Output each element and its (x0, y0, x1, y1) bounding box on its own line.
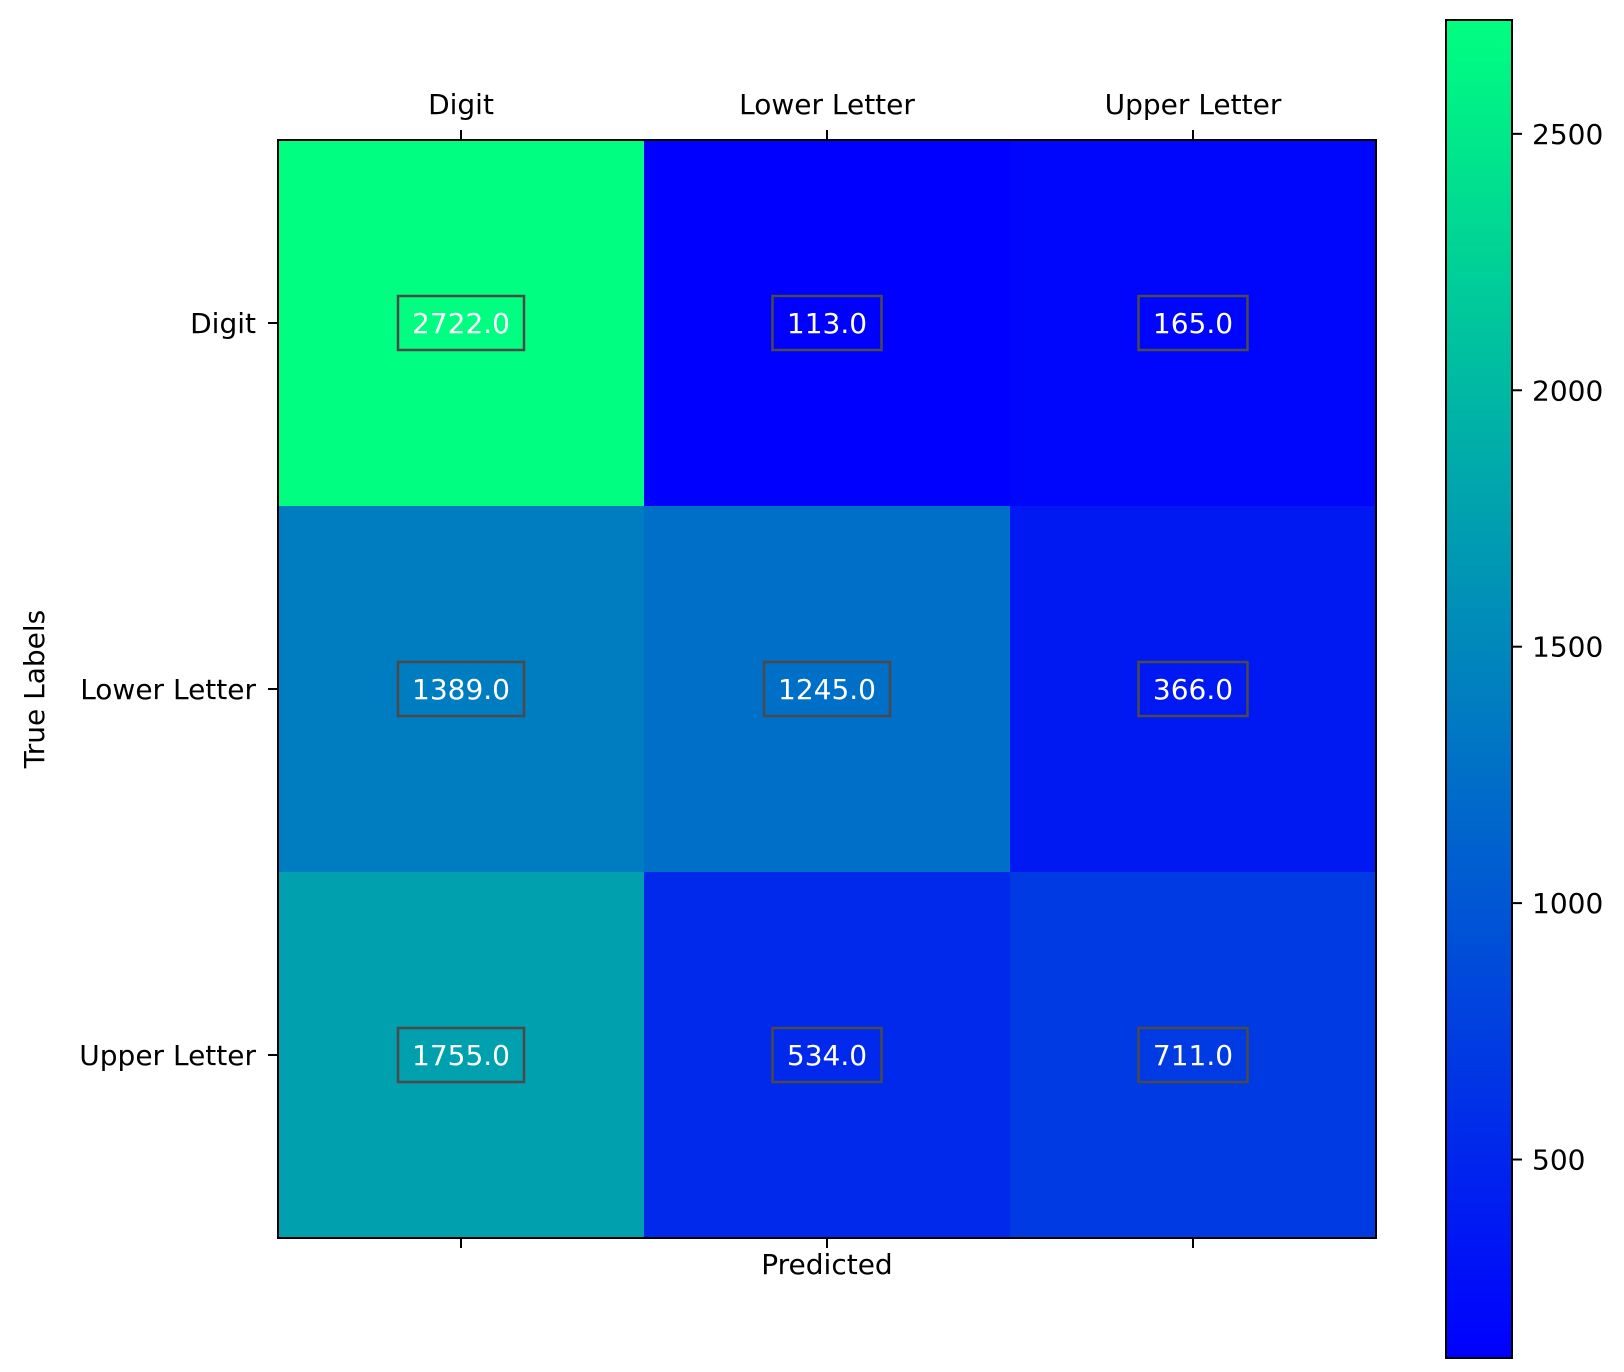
y-tick-label-1: Lower Letter (80, 673, 256, 706)
heatmap-cell-r2-c0 (278, 872, 644, 1238)
cell-label-box-r2-c2 (1137, 1026, 1249, 1084)
cell-label-box-r1-c0 (396, 660, 526, 718)
heatmap-cell-r1-c1 (644, 506, 1010, 872)
cell-label-box-r0-c0 (396, 294, 526, 352)
cell-value-r2-c0: 1755.0 (412, 1039, 510, 1072)
colorbar-tick-label-0: 500 (1532, 1144, 1585, 1177)
cell-value-r1-c0: 1389.0 (412, 673, 510, 706)
cell-value-r2-c1: 534.0 (787, 1039, 867, 1072)
y-tick-label-0: Digit (190, 307, 256, 340)
cell-value-r0-c2: 165.0 (1153, 307, 1233, 340)
heatmap-cell-r0-c1 (644, 140, 1010, 506)
heatmap-cell-r1-c0 (278, 506, 644, 872)
colorbar (1445, 19, 1513, 1359)
cell-label-box-r1-c1 (762, 660, 892, 718)
heatmap-cell-r0-c0 (278, 140, 644, 506)
heatmap-cell-r2-c1 (644, 872, 1010, 1238)
x-tick-label-0: Digit (428, 88, 494, 121)
cell-value-r0-c1: 113.0 (787, 307, 867, 340)
cell-value-labels: 2722.0 113.0 165.0 1389.0 1245.0 366.0 1755.0 5… (396, 294, 1249, 1084)
heatmap-cell-r0-c2 (1010, 140, 1376, 506)
heatmap-cell-r1-c2 (1010, 506, 1376, 872)
cell-value-r1-c1: 1245.0 (778, 673, 876, 706)
y-tick-label-2: Upper Letter (79, 1039, 256, 1072)
cell-label-box-r0-c1 (771, 294, 883, 352)
colorbar-tick-label-1: 1000 (1532, 887, 1603, 920)
heatmap-cell-r2-c2 (1010, 872, 1376, 1238)
heatmap-cells (278, 140, 1376, 1238)
x-axis-bottom-ticks (460, 1238, 1194, 1248)
colorbar-tick-label-3: 2000 (1532, 374, 1603, 407)
y-axis-label: True Labels (18, 610, 51, 770)
x-tick-label-2: Upper Letter (1105, 88, 1282, 121)
cell-value-r1-c2: 366.0 (1153, 673, 1233, 706)
cell-value-r2-c2: 711.0 (1153, 1039, 1233, 1072)
colorbar-tick-label-2: 1500 (1532, 631, 1603, 664)
x-axis-label: Predicted (761, 1248, 892, 1281)
colorbar-tick-label-4: 2500 (1532, 118, 1603, 151)
cell-label-box-r2-c0 (396, 1026, 526, 1084)
cell-value-r0-c0: 2722.0 (412, 307, 510, 340)
x-axis-top-ticks: Digit Lower Letter Upper Letter (428, 88, 1282, 140)
x-tick-label-1: Lower Letter (739, 88, 915, 121)
colorbar-ticks: 500 1000 1500 2000 2500 (1512, 118, 1603, 1177)
cell-label-box-r0-c2 (1137, 294, 1249, 352)
y-axis-ticks: Digit Lower Letter Upper Letter (79, 307, 278, 1072)
cell-label-box-r2-c1 (771, 1026, 883, 1084)
cell-label-box-r1-c2 (1137, 660, 1249, 718)
